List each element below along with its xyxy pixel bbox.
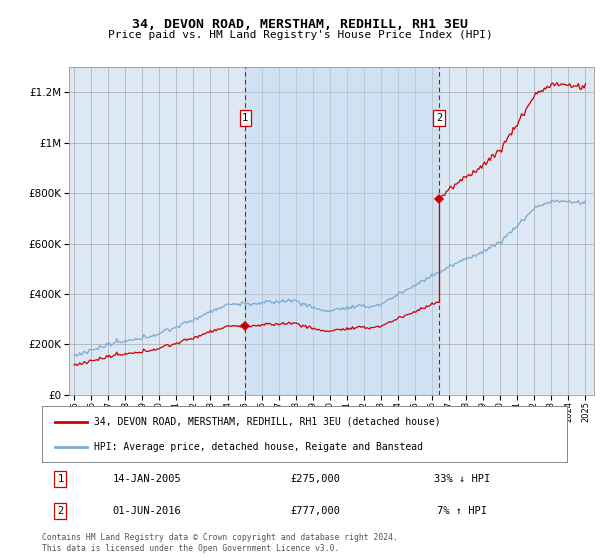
Text: 34, DEVON ROAD, MERSTHAM, REDHILL, RH1 3EU: 34, DEVON ROAD, MERSTHAM, REDHILL, RH1 3… <box>132 18 468 31</box>
Text: 7% ↑ HPI: 7% ↑ HPI <box>437 506 487 516</box>
Text: 1: 1 <box>57 474 64 484</box>
Text: 34, DEVON ROAD, MERSTHAM, REDHILL, RH1 3EU (detached house): 34, DEVON ROAD, MERSTHAM, REDHILL, RH1 3… <box>95 417 441 427</box>
Text: 1: 1 <box>242 113 248 123</box>
Text: 2: 2 <box>57 506 64 516</box>
Text: 33% ↓ HPI: 33% ↓ HPI <box>434 474 490 484</box>
Text: 14-JAN-2005: 14-JAN-2005 <box>113 474 181 484</box>
Bar <box>245 67 439 395</box>
Text: £275,000: £275,000 <box>290 474 340 484</box>
Text: Contains HM Land Registry data © Crown copyright and database right 2024.
This d: Contains HM Land Registry data © Crown c… <box>42 533 398 553</box>
Text: 01-JUN-2016: 01-JUN-2016 <box>113 506 181 516</box>
Text: £777,000: £777,000 <box>290 506 340 516</box>
Text: Price paid vs. HM Land Registry's House Price Index (HPI): Price paid vs. HM Land Registry's House … <box>107 30 493 40</box>
Text: 2: 2 <box>436 113 442 123</box>
Text: HPI: Average price, detached house, Reigate and Banstead: HPI: Average price, detached house, Reig… <box>95 442 424 452</box>
